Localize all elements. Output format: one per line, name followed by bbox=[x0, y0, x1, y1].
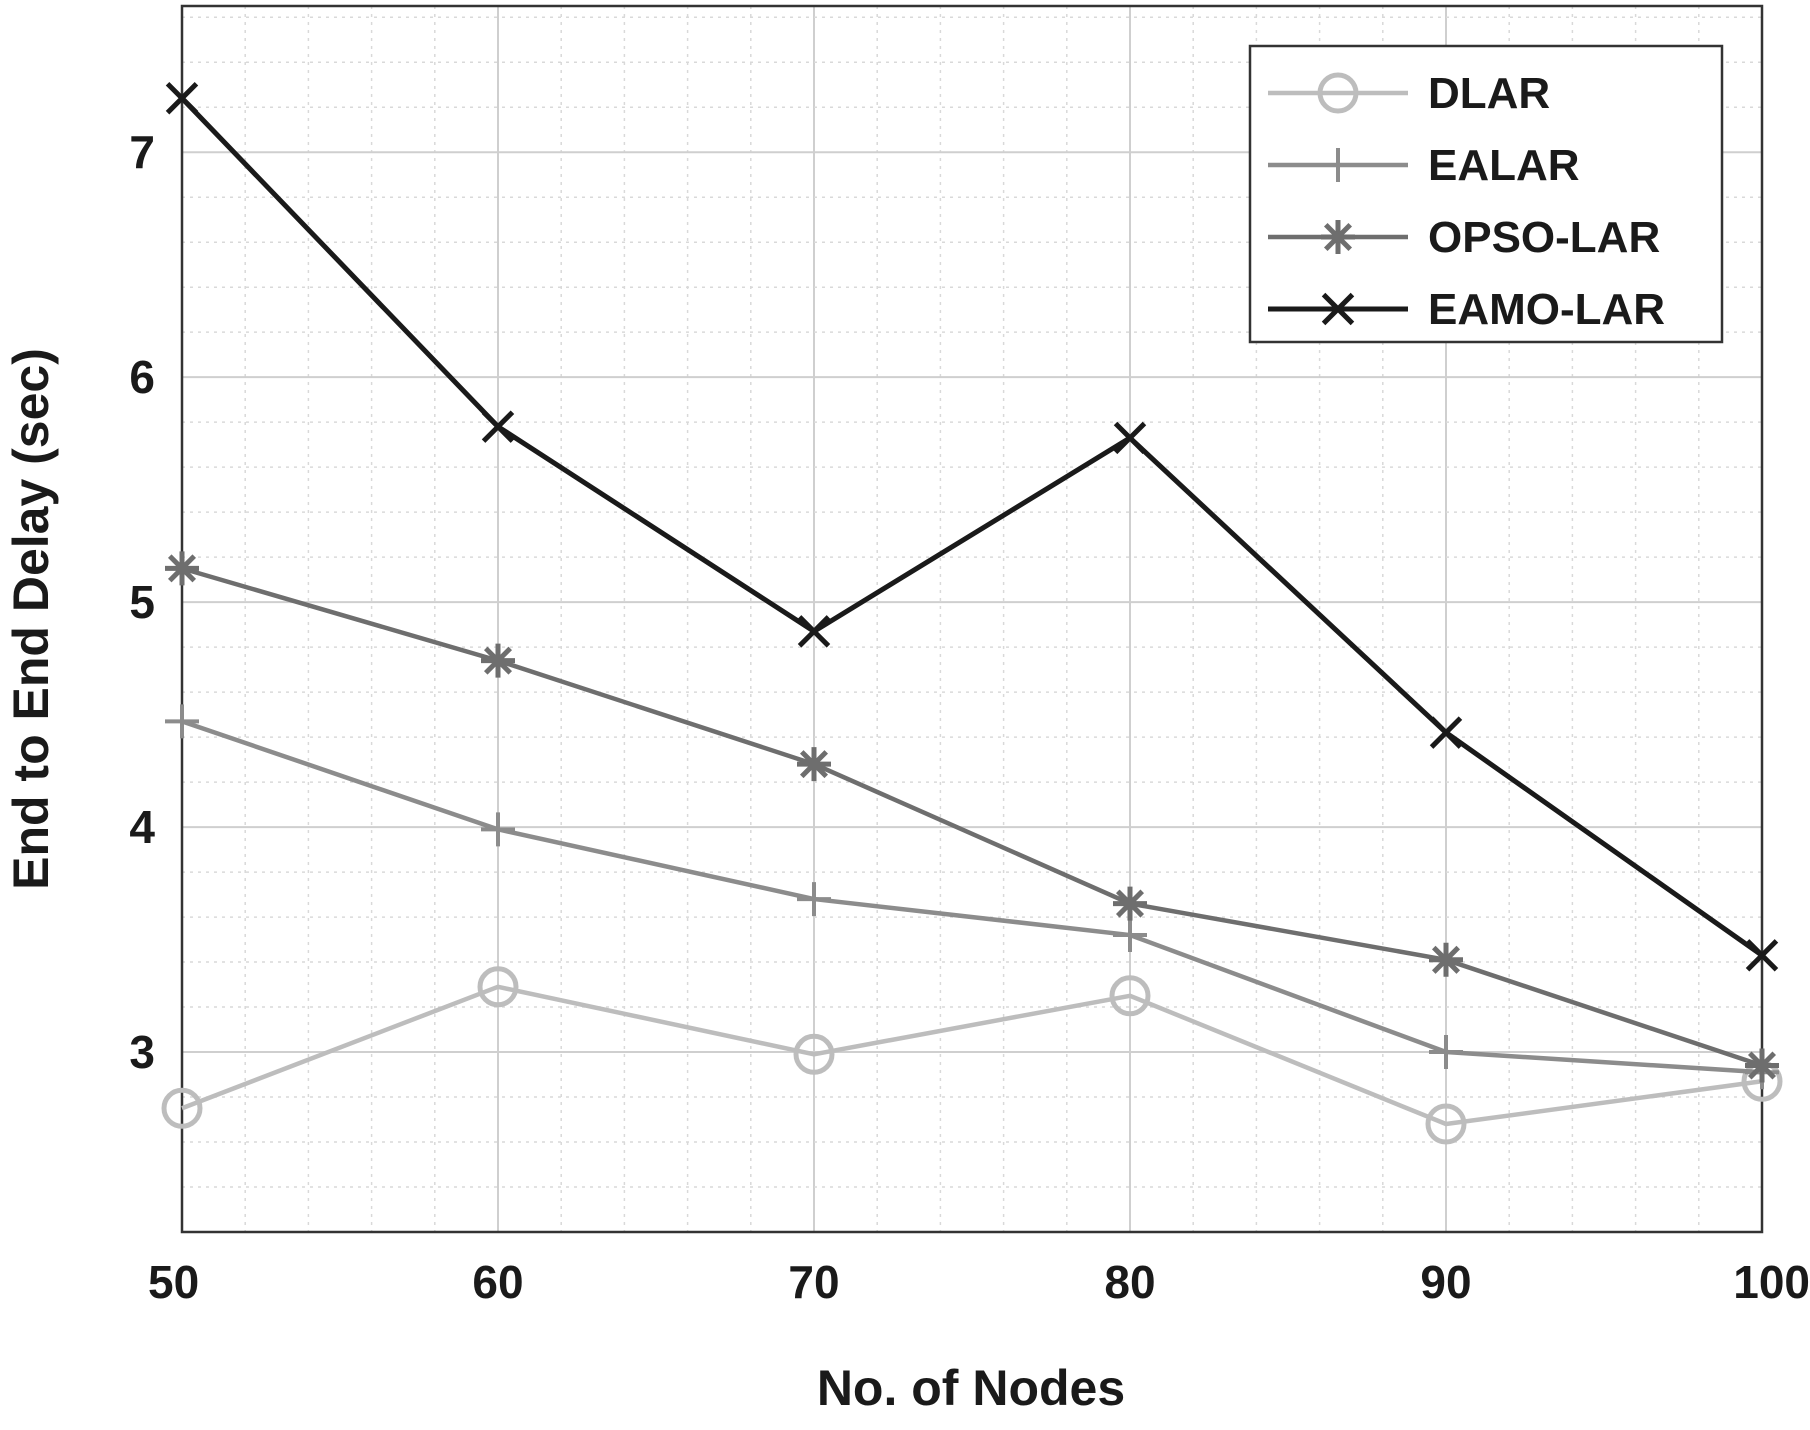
legend-label: OPSO-LAR bbox=[1428, 213, 1660, 262]
data-point bbox=[797, 882, 831, 917]
legend-item-dlar: DLAR bbox=[1268, 69, 1550, 118]
y-tick-label: 4 bbox=[129, 801, 155, 853]
legend-label: EAMO-LAR bbox=[1428, 285, 1665, 334]
series-eamo-lar bbox=[165, 82, 1779, 972]
legend-marker bbox=[1321, 292, 1355, 326]
legend-marker bbox=[1321, 148, 1355, 182]
x-tick-label: 100 bbox=[1733, 1256, 1810, 1308]
data-point bbox=[481, 643, 515, 678]
x-axis-title: No. of Nodes bbox=[817, 1360, 1125, 1416]
data-point bbox=[481, 812, 515, 847]
legend-marker bbox=[1321, 220, 1355, 254]
data-point bbox=[165, 551, 199, 586]
series-line bbox=[181, 984, 1763, 1127]
data-point bbox=[1429, 942, 1463, 977]
x-tick-label: 80 bbox=[1104, 1256, 1155, 1308]
data-point bbox=[165, 82, 199, 115]
data-point bbox=[481, 410, 515, 443]
y-tick-label: 6 bbox=[129, 351, 155, 403]
x-tick-labels: 50 60 70 80 90 100 bbox=[148, 1256, 1810, 1308]
series-opso-lar bbox=[165, 551, 1779, 1083]
series-line bbox=[180, 96, 1764, 958]
x-tick-label: 50 bbox=[148, 1256, 199, 1308]
data-point bbox=[797, 747, 831, 782]
data-point bbox=[1109, 975, 1151, 1017]
legend: DLAR EALAR OPSO-LAR EAMO-LAR bbox=[1248, 44, 1724, 344]
legend-label: DLAR bbox=[1428, 69, 1550, 118]
series-layer bbox=[161, 82, 1783, 1145]
legend-item-opso-lar: OPSO-LAR bbox=[1268, 213, 1660, 262]
y-tick-labels: 3 4 5 6 7 bbox=[129, 126, 155, 1078]
data-point bbox=[1745, 939, 1779, 972]
data-point bbox=[477, 966, 519, 1008]
x-tick-label: 70 bbox=[788, 1256, 839, 1308]
legend-box bbox=[1248, 44, 1724, 344]
legend-item-ealar: EALAR bbox=[1268, 141, 1580, 190]
data-point bbox=[1113, 918, 1147, 953]
data-point bbox=[161, 1087, 203, 1129]
y-tick-label: 7 bbox=[129, 126, 155, 178]
data-point bbox=[1113, 421, 1147, 455]
data-point bbox=[793, 1033, 835, 1075]
series-line bbox=[181, 719, 1763, 1075]
plot-area-frame bbox=[180, 4, 1764, 1234]
data-point bbox=[797, 615, 831, 648]
y-tick-label: 3 bbox=[129, 1026, 155, 1078]
series-line bbox=[181, 566, 1763, 1068]
series-ealar bbox=[165, 704, 1779, 1090]
x-tick-label: 60 bbox=[472, 1256, 523, 1308]
data-point bbox=[165, 704, 199, 739]
x-tick-label: 90 bbox=[1420, 1256, 1471, 1308]
y-tick-label: 5 bbox=[129, 576, 155, 628]
legend-label: EALAR bbox=[1428, 141, 1580, 190]
series-dlar bbox=[161, 966, 1783, 1145]
data-point bbox=[1113, 886, 1147, 921]
data-point bbox=[1745, 1048, 1779, 1083]
y-axis-title: End to End Delay (sec) bbox=[3, 348, 59, 890]
legend-item-eamo-lar: EAMO-LAR bbox=[1268, 285, 1665, 334]
legend-marker bbox=[1317, 72, 1359, 114]
data-point bbox=[1429, 1035, 1463, 1070]
data-point bbox=[1429, 716, 1463, 749]
data-point bbox=[1425, 1103, 1467, 1145]
